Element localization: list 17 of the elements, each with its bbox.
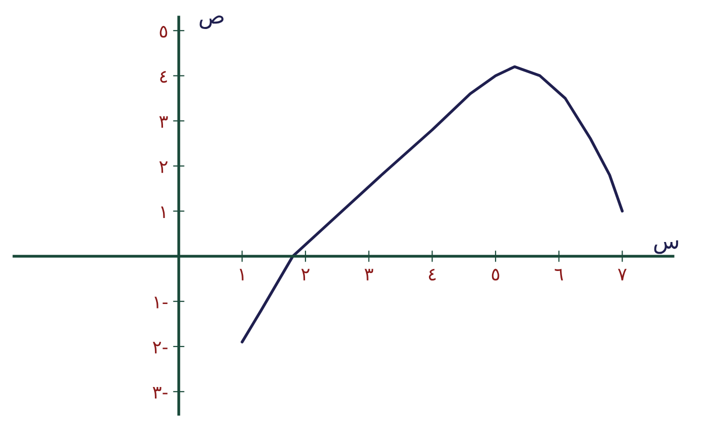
- y-tick-label: ١-: [154, 296, 168, 308]
- y-tick-label: ٤: [160, 71, 167, 83]
- y-axis-title: ص: [200, 16, 224, 29]
- y-tick-label: ٥: [160, 26, 168, 38]
- x-tick-label: ١: [240, 268, 244, 280]
- x-tick-label: ٢: [301, 268, 310, 280]
- y-tick-label: ٢: [159, 161, 168, 173]
- y-tick-label: ١: [161, 206, 165, 218]
- y-tick-label: ٢-: [152, 342, 168, 354]
- y-tick-label: ٣-: [152, 387, 168, 398]
- y-tick-label: ٣: [159, 116, 168, 128]
- x-axis-title: س: [654, 240, 678, 254]
- x-tick-label: ٣: [364, 268, 374, 280]
- x-tick-label: ٥: [492, 268, 500, 281]
- x-tick-label: ٦: [554, 268, 563, 280]
- x-tick-label: ٧: [618, 268, 627, 280]
- x-tick-label: ٤: [428, 268, 436, 281]
